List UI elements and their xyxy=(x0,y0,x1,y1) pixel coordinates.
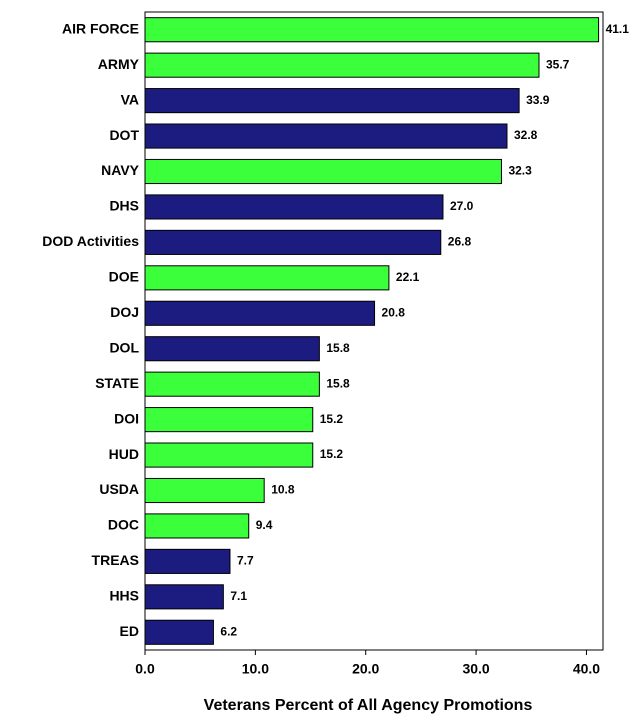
y-tick-label: VA xyxy=(121,91,139,107)
y-tick-label: HUD xyxy=(109,446,139,462)
bar xyxy=(144,123,508,149)
y-tick-label: AIR FORCE xyxy=(62,20,139,36)
value-label: 15.8 xyxy=(326,341,350,355)
value-label: 10.8 xyxy=(271,483,295,497)
bar xyxy=(144,17,600,43)
bar xyxy=(144,407,314,433)
x-tick-label: 10.0 xyxy=(242,661,269,677)
bar xyxy=(144,371,320,397)
value-label: 20.8 xyxy=(382,305,406,319)
value-label: 15.2 xyxy=(320,447,344,461)
x-axis-title: Veterans Percent of All Agency Promotion… xyxy=(204,697,533,714)
y-tick-label: DOD Activities xyxy=(42,233,139,249)
bar xyxy=(144,548,231,574)
value-label: 33.9 xyxy=(526,93,550,107)
bar xyxy=(144,619,214,645)
bar xyxy=(144,194,444,220)
bar xyxy=(144,513,250,539)
y-tick-label: DOE xyxy=(109,269,139,285)
value-label: 41.1 xyxy=(606,22,630,36)
value-label: 9.4 xyxy=(256,518,273,532)
y-tick-label: DOJ xyxy=(110,304,139,320)
y-tick-label: DOT xyxy=(109,127,139,143)
x-tick-label: 20.0 xyxy=(352,661,379,677)
bar xyxy=(144,88,520,114)
value-label: 32.3 xyxy=(508,164,532,178)
y-tick-label: DOI xyxy=(114,410,139,426)
y-tick-label: DHS xyxy=(109,198,139,214)
value-label: 15.2 xyxy=(320,412,344,426)
y-tick-label: ED xyxy=(120,623,139,639)
bar xyxy=(144,265,390,291)
y-tick-label: USDA xyxy=(99,481,139,497)
y-tick-label: DOC xyxy=(108,517,139,533)
y-tick-label: DOL xyxy=(109,339,139,355)
bar xyxy=(144,584,224,610)
plot-frame xyxy=(144,11,604,651)
value-label: 26.8 xyxy=(448,235,472,249)
value-label: 22.1 xyxy=(396,270,420,284)
value-label: 6.2 xyxy=(220,624,237,638)
x-tick-label: 40.0 xyxy=(573,661,600,677)
bar xyxy=(144,52,540,78)
y-tick-label: STATE xyxy=(95,375,139,391)
value-label: 32.8 xyxy=(514,128,538,142)
bar xyxy=(144,300,376,326)
y-tick-label: NAVY xyxy=(101,162,140,178)
x-tick-label: 30.0 xyxy=(462,661,489,677)
bar xyxy=(144,229,442,255)
y-tick-label: HHS xyxy=(109,588,139,604)
bar xyxy=(144,336,320,362)
value-label: 7.1 xyxy=(230,589,247,603)
bar xyxy=(144,158,502,185)
x-tick-label: 0.0 xyxy=(135,661,155,677)
value-label: 27.0 xyxy=(450,199,474,213)
bar xyxy=(144,477,265,504)
bar xyxy=(144,442,314,468)
value-label: 7.7 xyxy=(237,554,254,568)
value-label: 15.8 xyxy=(326,376,350,390)
y-tick-label: TREAS xyxy=(92,552,139,568)
value-label: 35.7 xyxy=(546,57,570,71)
y-tick-label: ARMY xyxy=(98,56,140,72)
